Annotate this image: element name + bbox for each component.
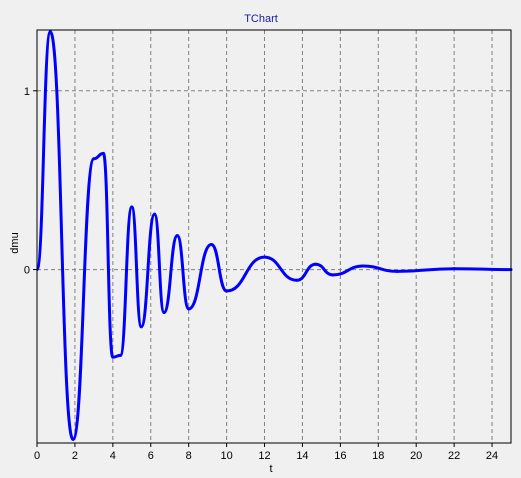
data-point-15 <box>295 278 299 282</box>
data-point-5 <box>118 353 122 357</box>
data-point-20 <box>452 267 456 271</box>
x-tick-label: 6 <box>148 450 154 462</box>
data-point-10 <box>175 234 179 238</box>
y-axis-label: dmu <box>9 232 21 253</box>
y-tick-label: 1 <box>24 86 30 98</box>
x-tick-label: 18 <box>372 450 384 462</box>
x-axis: 0 2 4 6 8 10 12 14 16 18 20 22 24 <box>34 443 498 462</box>
x-tick-label: 12 <box>258 450 270 462</box>
series-line-0 <box>35 30 512 441</box>
data-point-0 <box>48 30 52 34</box>
series-group <box>35 30 513 441</box>
data-point-3 <box>101 151 105 155</box>
data-point-19 <box>395 269 399 273</box>
data-point-18 <box>361 264 365 268</box>
x-tick-label: 16 <box>334 450 346 462</box>
x-tick-label: 22 <box>448 450 460 462</box>
x-axis-label: t <box>269 463 272 475</box>
plot-frame <box>36 29 512 444</box>
x-tick-label: 2 <box>72 450 78 462</box>
data-point-7 <box>139 325 143 329</box>
data-point-14 <box>263 255 267 259</box>
data-point-13 <box>225 289 229 293</box>
data-point-16 <box>314 262 318 266</box>
data-point-6 <box>130 205 134 209</box>
x-tick-label: 8 <box>186 450 192 462</box>
x-tick-label: 4 <box>110 450 116 462</box>
x-tick-label: 20 <box>410 450 422 462</box>
data-point-4 <box>111 355 115 359</box>
data-point-1 <box>71 437 75 441</box>
y-axis: 01 <box>24 86 37 277</box>
data-point-12 <box>209 243 213 247</box>
data-point-17 <box>331 273 335 277</box>
x-tick-label: 10 <box>220 450 232 462</box>
x-tick-label: 0 <box>34 450 40 462</box>
chart-title: TChart <box>244 13 278 25</box>
data-point-8 <box>153 212 157 216</box>
x-tick-label: 14 <box>296 450 308 462</box>
data-point-11 <box>187 307 191 311</box>
data-point-2 <box>92 157 96 161</box>
x-tick-label: 24 <box>486 450 498 462</box>
y-tick-label: 0 <box>24 265 30 277</box>
data-point-9 <box>162 310 166 314</box>
